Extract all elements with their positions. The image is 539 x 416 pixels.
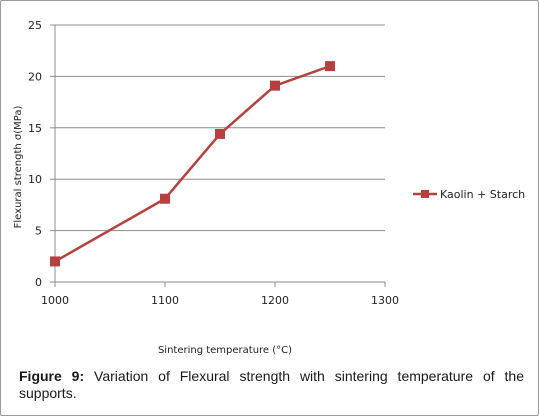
data-point-1100 [160, 193, 170, 204]
y-tick-labels: 0 5 10 15 20 25 [28, 19, 42, 289]
x-tick-label-1000: 1000 [41, 294, 69, 307]
y-tick-label-0: 0 [35, 276, 42, 289]
x-tick-label-1200: 1200 [261, 294, 289, 307]
y-tick-label-10: 10 [28, 173, 42, 186]
legend-marker [421, 190, 429, 198]
line-chart: 0 5 10 15 20 25 1000 1100 1200 1300 Flexural str… [13, 19, 525, 356]
y-axis-title: Flexural strength σ(MPa) [13, 106, 24, 229]
x-axis-title: Sintering temperature (°C) [158, 345, 292, 356]
figure-caption: Figure 9: Variation of Flexural strength… [19, 368, 524, 402]
y-tick-label-20: 20 [28, 70, 42, 83]
y-tick-label-25: 25 [28, 19, 42, 32]
y-tick-label-15: 15 [28, 122, 42, 135]
legend: Kaolin + Starch [413, 188, 525, 201]
x-tick-label-1300: 1300 [371, 294, 399, 307]
legend-label: Kaolin + Starch [440, 188, 525, 201]
data-point-1150 [215, 128, 225, 139]
caption-text: Variation of Flexural strength with sint… [19, 368, 524, 401]
data-point-1250 [325, 61, 335, 72]
series-line-0 [54, 64, 331, 263]
x-tick-labels: 1000 1100 1200 1300 [41, 294, 399, 307]
axes [50, 24, 386, 287]
y-tick-label-5: 5 [35, 225, 42, 238]
gridlines [55, 24, 385, 232]
caption-label: Figure 9: [19, 368, 85, 384]
data-point-1000 [50, 256, 60, 267]
data-point-1200 [270, 80, 280, 91]
series-layer [50, 61, 335, 267]
x-tick-label-1100: 1100 [151, 294, 179, 307]
